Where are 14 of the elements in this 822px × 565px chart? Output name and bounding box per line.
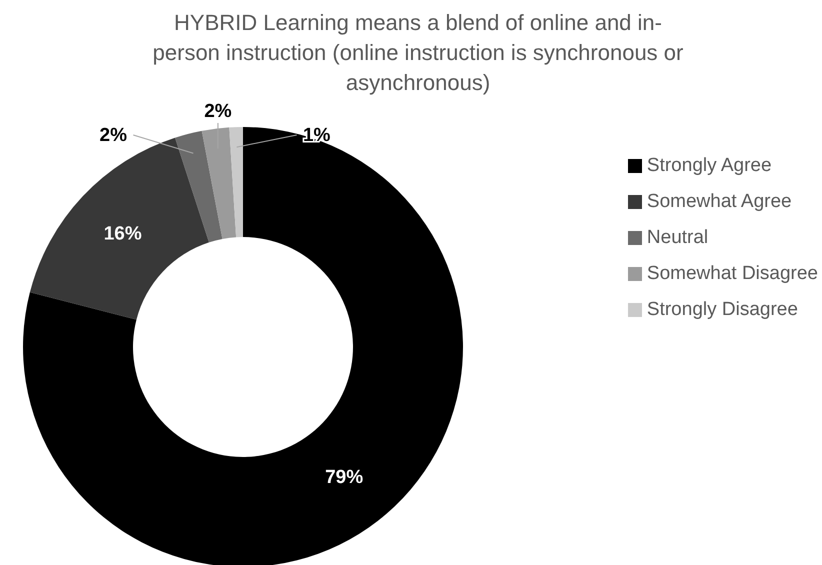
legend-label: Somewhat Disagree	[646, 262, 818, 286]
data-label: 2%	[100, 125, 128, 146]
donut-slice	[175, 130, 222, 242]
legend-label: Neutral	[646, 226, 708, 250]
legend-label: Somewhat Agree	[646, 190, 792, 214]
data-label: 79%	[325, 466, 364, 488]
legend-label: Strongly Disagree	[646, 298, 798, 322]
data-label: 16%	[104, 224, 142, 245]
legend-label: Strongly Agree	[646, 154, 772, 178]
donut-slice	[23, 127, 463, 565]
donut-slice	[229, 127, 243, 238]
donut-slice	[202, 127, 236, 239]
data-label: 2%	[204, 101, 232, 122]
chart-title: HYBRID Learning means a blend of online and in-person instruction (online instruction is synchronous or asynchronous)	[152, 9, 684, 97]
